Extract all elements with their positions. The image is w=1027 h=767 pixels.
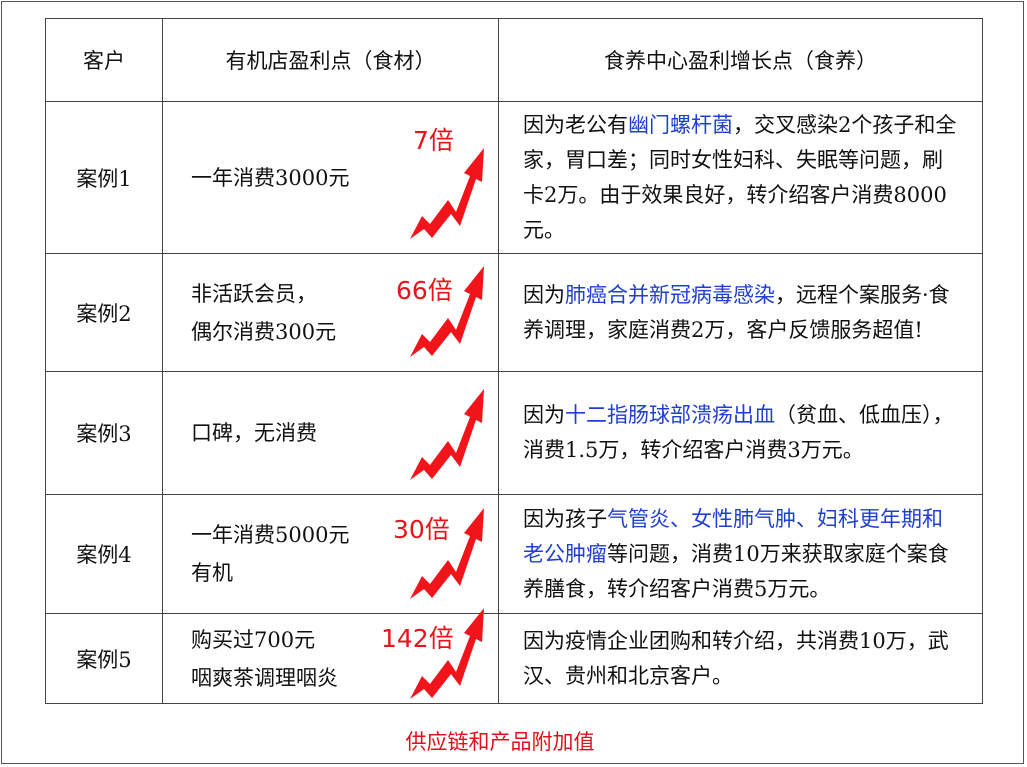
header-store-profit: 有机店盈利点（食材） xyxy=(162,18,499,102)
highlighted-condition: 气管炎、女性肺气肿、妇科更年期和老公肿瘤 xyxy=(523,506,943,566)
multiplier-label: 7倍 xyxy=(413,126,454,155)
footer-caption: 供应链和产品附加值 xyxy=(405,730,595,754)
case-table: 客户 有机店盈利点（食材） 食养中心盈利增长点（食养） 案例1 一年消费3000元… xyxy=(45,18,983,704)
highlighted-condition: 十二指肠球部溃疡出血 xyxy=(565,403,775,427)
description-text: ，远程个案服务·食养调理，家庭消费2万，客户反馈服务超值! xyxy=(523,282,950,342)
case-label: 案例4 xyxy=(45,494,163,614)
table-row: 案例5 购买过700元 咽爽茶调理咽炎 142倍 因为疫情企业团购和转介绍，共消费10万… xyxy=(45,608,983,704)
description-text: ，交叉感染2个孩子和全家，胃口差；同时女性妇科、失眠等问题，刷卡2万。由于效果良… xyxy=(523,112,957,242)
growth-description-cell: 因为肺癌合并新冠病毒感染，远程个案服务·食养调理，家庭消费2万，客户反馈服务超值… xyxy=(498,253,983,372)
multiplier-label: 30倍 xyxy=(393,515,450,544)
description-text: 等问题，消费10万来获取家庭个案食养膳食，转介绍客户消费5万元。 xyxy=(523,541,949,601)
store-line: 一年消费5000元 xyxy=(191,523,350,547)
store-profit-cell: 购买过700元 咽爽茶调理咽炎 142倍 xyxy=(162,608,499,704)
growth-description-cell: 因为疫情企业团购和转介绍，共消费10万，武汉、贵州和北京客户。 xyxy=(498,613,983,704)
header-center-growth: 食养中心盈利增长点（食养） xyxy=(498,18,983,102)
description-text: 因为 xyxy=(523,282,565,307)
store-line: 非活跃会员， xyxy=(191,281,317,306)
description-text: 因为老公有 xyxy=(523,112,628,137)
trend-up-arrow-icon xyxy=(410,389,484,480)
store-line: 偶尔消费300元 xyxy=(191,319,337,344)
trend-up-arrow-icon xyxy=(410,508,484,599)
store-line: 一年消费3000元 xyxy=(191,165,350,190)
growth-description-cell: 因为孩子气管炎、女性肺气肿、妇科更年期和老公肿瘤等问题，消费10万来获取家庭个案… xyxy=(498,494,983,614)
case-label: 案例2 xyxy=(45,253,163,372)
highlighted-condition: 幽门螺杆菌 xyxy=(628,112,733,137)
trend-up-arrow-icon xyxy=(410,266,484,357)
table-row: 案例1 一年消费3000元 7倍 因为老公有幽门螺杆菌，交叉感染2个孩子和全家，胃口差… xyxy=(45,101,983,254)
store-profit-cell: 一年消费5000元 有机 30倍 xyxy=(162,494,499,614)
store-profit-cell: 口碑，无消费 xyxy=(162,371,499,495)
description-text: （贫血、低血压），消费1.5万，转介绍客户消费3万元。 xyxy=(523,403,954,462)
store-line: 购买过700元 xyxy=(191,627,316,652)
trend-up-arrow-icon xyxy=(410,148,484,239)
store-profit-cell: 一年消费3000元 7倍 xyxy=(162,101,499,254)
store-profit-cell: 非活跃会员， 偶尔消费300元 66倍 xyxy=(162,253,499,372)
store-line: 口碑，无消费 xyxy=(191,421,317,445)
description-text: 因为疫情企业团购和转介绍，共消费10万，武汉、贵州和北京客户。 xyxy=(523,628,949,688)
case-label: 案例3 xyxy=(45,371,163,495)
table-row: 案例2 非活跃会员， 偶尔消费300元 66倍 因为肺癌合并新冠病毒感染，远程个案服务·… xyxy=(45,253,983,372)
case-label: 案例5 xyxy=(45,613,163,704)
store-line: 咽爽茶调理咽炎 xyxy=(191,665,338,690)
growth-description-cell: 因为十二指肠球部溃疡出血（贫血、低血压），消费1.5万，转介绍客户消费3万元。 xyxy=(498,371,983,495)
header-customer: 客户 xyxy=(45,18,163,102)
table-row: 案例4 一年消费5000元 有机 30倍 因为孩子气管炎、女性肺气肿、妇科更年期和老公肿… xyxy=(45,494,983,614)
multiplier-label: 66倍 xyxy=(396,276,453,305)
case-label: 案例1 xyxy=(45,101,163,254)
description-text: 因为 xyxy=(523,403,565,427)
trend-up-arrow-icon xyxy=(410,608,484,699)
multiplier-label: 142倍 xyxy=(381,624,454,653)
table-row: 案例3 口碑，无消费 因为十二指肠球部溃疡出血（贫血、低血压），消费1.5万，转介绍… xyxy=(45,371,983,495)
growth-description-cell: 因为老公有幽门螺杆菌，交叉感染2个孩子和全家，胃口差；同时女性妇科、失眠等问题，… xyxy=(498,101,983,254)
highlighted-condition: 肺癌合并新冠病毒感染 xyxy=(565,282,775,307)
store-line: 有机 xyxy=(191,561,233,585)
description-text: 因为孩子 xyxy=(523,506,607,531)
